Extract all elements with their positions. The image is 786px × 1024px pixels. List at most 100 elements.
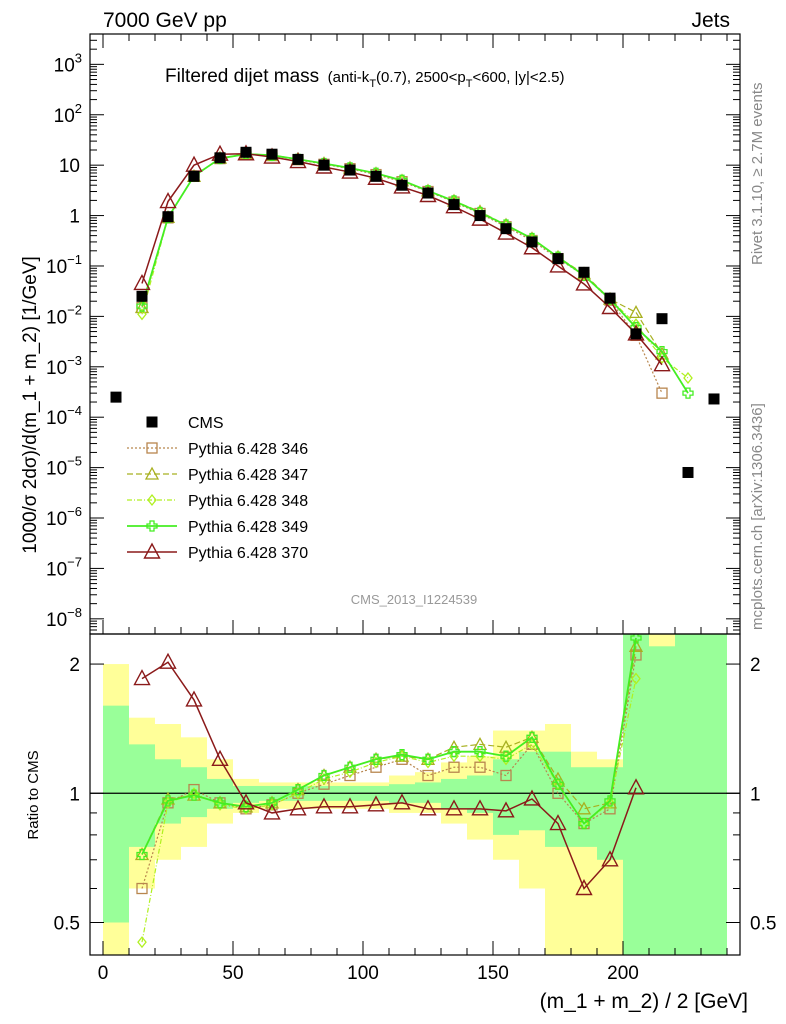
- ratio-y-axis-label: Ratio to CMS: [25, 750, 42, 839]
- chart-title: Filtered dijet mass (anti-kT(0.7), 2500<…: [165, 66, 564, 90]
- p348-point: [449, 750, 459, 763]
- p349-point: [292, 783, 304, 796]
- main-y-tick-label: 103: [54, 50, 82, 76]
- main-y-axis-label: 1000/σ 2dσ)/d(m_1 + m_2) [1/GeV]: [20, 256, 41, 554]
- main-y-tick-label: 10−5: [46, 454, 82, 480]
- ratio-band-inner: [103, 705, 129, 923]
- p349-line: [141, 153, 689, 394]
- cms-point: [110, 391, 122, 403]
- cms-point: [526, 236, 538, 248]
- p370-point: [159, 652, 177, 669]
- main-y-tick-label: 10: [59, 156, 80, 177]
- p348-point: [345, 766, 355, 779]
- cms-point: [188, 170, 200, 182]
- ratio-band-inner: [467, 775, 493, 813]
- process-label: Jets: [691, 9, 730, 32]
- p349-point: [552, 778, 564, 790]
- cms-point: [500, 223, 512, 235]
- cms-point: [682, 466, 694, 478]
- collision-label: 7000 GeV pp: [103, 9, 227, 32]
- x-tick-label: 150: [477, 963, 509, 984]
- main-y-tick-label: 102: [54, 101, 82, 127]
- main-series: [110, 144, 720, 478]
- cms-point: [318, 159, 330, 171]
- p370-point: [523, 789, 541, 806]
- ratio-y-tick-label-left: 1: [69, 784, 80, 805]
- p370-point: [159, 192, 177, 209]
- ratio-band-inner: [493, 759, 519, 835]
- cms-point: [422, 187, 434, 199]
- legend-entry-p348: Pythia 6.428 348: [127, 493, 308, 510]
- p349-point: [500, 750, 512, 762]
- p349-point: [370, 753, 382, 765]
- ratio-band-inner: [623, 634, 649, 955]
- main-y-tick-label: 10−1: [46, 252, 82, 278]
- main-y-tick-label: 10−3: [46, 353, 82, 379]
- ratio-y-tick-label-left: 0.5: [54, 913, 80, 934]
- p349-point: [474, 746, 486, 758]
- p346-point: [656, 387, 668, 399]
- x-tick-label: 50: [222, 963, 243, 984]
- legend: CMS Pythia 6.428 346 Pythia 6.428 347 Pythi…: [127, 415, 308, 562]
- p348-point: [475, 750, 485, 763]
- p370-point: [341, 797, 359, 814]
- p349-point: [136, 300, 148, 312]
- ratio-band-inner: [675, 634, 727, 955]
- main-y-tick-label: 10−6: [46, 504, 82, 530]
- p370-point: [549, 814, 567, 831]
- ratio-band-inner: [571, 767, 597, 847]
- p347-point: [144, 466, 160, 480]
- cms-point: [240, 146, 252, 158]
- x-tick-label: 200: [607, 963, 639, 984]
- p346-point: [630, 649, 642, 661]
- cms-point: [708, 393, 720, 405]
- p349-point: [630, 634, 642, 644]
- ratio-band-inner: [181, 767, 207, 818]
- p349-point: [188, 789, 200, 801]
- legend-label: Pythia 6.428 349: [188, 519, 308, 536]
- ratio-band-inner: [155, 759, 181, 824]
- p346-point: [604, 803, 616, 815]
- p370-point: [601, 298, 619, 315]
- analysis-id: CMS_2013_I1224539: [351, 592, 478, 607]
- cms-point: [344, 164, 356, 176]
- p370-point: [263, 803, 281, 820]
- cms-point: [136, 290, 148, 302]
- p370-point: [185, 690, 203, 707]
- legend-entry-p349: Pythia 6.428 349: [127, 519, 308, 536]
- x-axis-label: (m_1 + m_2) / 2 [GeV]: [540, 990, 748, 1013]
- p370-point: [143, 542, 161, 559]
- p348-point: [147, 493, 157, 507]
- p349-point: [214, 797, 226, 809]
- cms-point: [162, 211, 174, 223]
- p370-point: [549, 256, 567, 273]
- legend-label: Pythia 6.428 347: [188, 467, 308, 484]
- ratio-band-inner: [415, 782, 441, 803]
- p370-ratio-line: [141, 661, 637, 890]
- p348-point: [189, 787, 199, 800]
- cms-point: [578, 266, 590, 278]
- cms-point: [292, 153, 304, 165]
- p370-point: [133, 669, 151, 686]
- p349-point: [422, 753, 434, 765]
- legend-label: Pythia 6.428 348: [188, 493, 308, 510]
- p349-point: [526, 731, 538, 743]
- p349-point: [136, 848, 148, 861]
- p370-point: [315, 797, 333, 814]
- legend-label: Pythia 6.428 346: [188, 441, 308, 458]
- ratio-band-inner: [129, 744, 155, 847]
- cms-point: [656, 313, 668, 325]
- p347-point: [498, 739, 514, 753]
- p370-point: [575, 879, 593, 896]
- p346-point: [136, 882, 148, 895]
- cms-point: [474, 210, 486, 222]
- main-y-tick-label: 10−4: [46, 403, 82, 429]
- p348-line: [141, 153, 689, 379]
- p349-point: [344, 761, 356, 773]
- p370-point: [653, 355, 671, 372]
- x-tick-label: 0: [98, 963, 109, 984]
- axes: 10−810−710−610−510−410−310−210−111010210…: [46, 33, 776, 984]
- p349-point: [682, 387, 694, 399]
- cms-point: [604, 292, 616, 304]
